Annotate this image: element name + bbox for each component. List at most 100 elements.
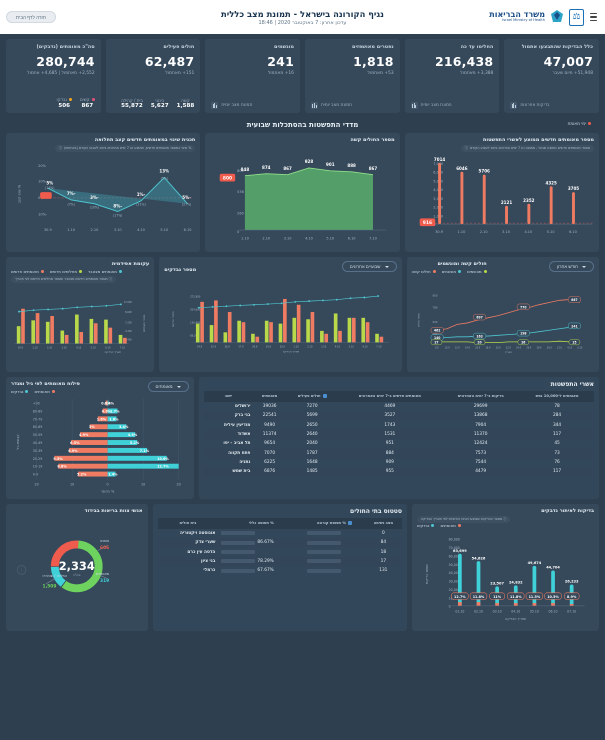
ministry-branding: ⚖ משרד הבריאות Israel Ministry of Health: [489, 8, 599, 26]
svg-text:4.9%: 4.9%: [79, 433, 89, 437]
svg-text:-7%: -7%: [67, 191, 76, 196]
donut-chart-svg: i 2,334 סה"כ אומתו 606 מאומתים 319 החלימ…: [16, 539, 110, 593]
progress-bar: [307, 550, 342, 555]
chart-legend: מאומתים מצטבר מחלימים חדשים מאומתים חדשי…: [11, 269, 149, 274]
kpi-delta: 3,388+ מאתמול: [460, 70, 494, 76]
svg-text:462: 462: [434, 329, 440, 333]
kpi-card-ventilated[interactable]: מונשמים 241 16+ מאתמול תמונת מצב יומית: [205, 39, 300, 113]
svg-text:-3%: -3%: [90, 195, 99, 200]
svg-text:23,507: 23,507: [490, 581, 504, 585]
donut-center-label: סה"כ: [73, 573, 80, 577]
svg-text:867: 867: [369, 166, 378, 171]
svg-text:30.9: 30.9: [18, 347, 24, 350]
svg-text:26,233: 26,233: [565, 580, 579, 584]
svg-text:30.9: 30.9: [44, 228, 52, 232]
table-row: 84 86.67% שערי צדק: [157, 538, 402, 548]
status-dot-icon: [68, 98, 72, 101]
svg-text:17,000: 17,000: [124, 301, 133, 304]
chart-note: מספר מאומתים חדשים ממוצע שבועי - ממוצע נ…: [460, 145, 594, 152]
svg-text:(5%): (5%): [161, 176, 168, 180]
svg-text:848: 848: [241, 167, 250, 172]
progress-bar: [307, 568, 342, 573]
state-emblem-icon: ⚖: [569, 8, 584, 26]
chart-title: מספר החולים קשה: [350, 137, 395, 143]
svg-text:4.10: 4.10: [335, 346, 341, 349]
svg-text:8.8%: 8.8%: [57, 465, 67, 469]
kpi-label: נפטרים מאושפזים: [351, 44, 394, 50]
kpi-footer[interactable]: תמונת מצב יומית: [211, 102, 294, 109]
svg-text:-5%: -5%: [182, 195, 191, 200]
chart-note: ⓘ מספר הבדיקות שבוצעו ואחוז החיוביות לפי…: [416, 516, 511, 523]
svg-text:10: 10: [141, 482, 145, 486]
period-dropdown-tests[interactable]: שבועיים אחרונים: [341, 261, 397, 272]
svg-text:13%: 13%: [159, 169, 169, 174]
table-row: 344 7904 1743 2650 9490 מודיעין עילית: [223, 422, 562, 428]
kpi-card-deaths[interactable]: נפטרים מאושפזים 1,818 53+ מאתמול תמונת מ…: [304, 39, 400, 113]
svg-text:20-29: 20-29: [33, 457, 43, 461]
col-new7d[interactable]: מאומתים חדשים ב-7 ימים האחרונים: [338, 391, 442, 402]
svg-text:874: 874: [262, 165, 271, 170]
hospital-table-body: 0 אוגוסטה ויקטוריה 84 86.67% שערי צדק 18: [157, 529, 402, 576]
col-beds[interactable]: מצב נשימה: [364, 518, 402, 529]
chart-note: % שינוי במספר מאומתים חדשים, ממוצע נע 7 …: [54, 145, 196, 152]
kpi-breakdown-item: קשים 867: [80, 96, 95, 109]
legend-dot-icon: [40, 270, 44, 273]
kpi-footer[interactable]: בדיקות אחרונות: [510, 102, 593, 109]
kpi-card-tests[interactable]: כלל הבדיקות שהתבצעו אתמול 47,007 51,948+…: [504, 39, 599, 113]
col-active[interactable]: חולים פעילים: [285, 391, 339, 402]
col-city[interactable]: ישוב: [203, 391, 254, 402]
svg-text:1.10: 1.10: [32, 347, 38, 350]
svg-text:30.9: 30.9: [546, 346, 551, 349]
spread-indicators-panel: אשרי התפשטות מאומתים ל-10,000 נפש בדיקות…: [198, 377, 599, 499]
svg-text:198: 198: [520, 332, 526, 336]
chart-severe-ventilated: חודש אחרון חולים קשה ומונשמים מונשמים מו…: [406, 257, 599, 372]
chart-legend: מאומתים נבדקים: [417, 523, 594, 528]
chart-age-gender: מאומתים פילוח מאומתים לפי גיל ומגדר מאומ…: [6, 377, 194, 499]
chevron-down-icon: [176, 385, 181, 388]
legend-dot-icon: [457, 523, 461, 527]
svg-text:3.10: 3.10: [502, 230, 510, 234]
svg-text:07.10: 07.10: [567, 609, 576, 613]
col-hospital[interactable]: בית חולים: [157, 518, 219, 529]
col-tests7d[interactable]: בדיקות ב-7 ימים האחרונים: [441, 391, 521, 402]
hamburger-icon[interactable]: [588, 13, 599, 21]
measure-dropdown-age[interactable]: מאומתים: [147, 381, 189, 392]
progress-bar: [307, 540, 342, 545]
svg-text:204,600: 204,600: [190, 308, 201, 312]
svg-text:7,200: 7,200: [125, 321, 132, 324]
svg-text:% שינוי קצב: % שינוי קצב: [18, 184, 22, 203]
breakdown-value: 5,627: [150, 103, 169, 109]
bar-chart-icon: [211, 102, 219, 109]
col-general-occupancy[interactable]: % תפוסה כללי: [218, 518, 305, 529]
svg-text:24.9: 24.9: [197, 346, 203, 349]
chart-staff-isolation-donut: אנשי צוות בריאות בבידוד i 2,334 סה"כ אומ…: [6, 504, 148, 631]
svg-text:30-39: 30-39: [33, 449, 43, 453]
kpi-card-active[interactable]: חולים פעילים 62,487 151+ מאתמול קשה 1,58…: [105, 39, 201, 113]
svg-text:24.9: 24.9: [516, 346, 521, 349]
col-confirmed[interactable]: מאומתים: [253, 391, 286, 402]
svg-text:770: 770: [520, 305, 526, 309]
svg-text:06.10: 06.10: [548, 609, 557, 613]
kpi-delta: 151+ מאתמול: [165, 70, 195, 76]
kpi-card-recovered[interactable]: החלימו עד כה 216,438 3,388+ מאתמול תמונת…: [404, 39, 500, 113]
svg-text:50,000: 50,000: [449, 563, 460, 567]
svg-text:2121: 2121: [501, 200, 512, 205]
kpi-card-total-confirmed[interactable]: סה"כ מאומתים (נדבקים) 280,744 2,552+ מאת…: [5, 39, 101, 113]
col-corona-occupancy[interactable]: % תפוסת קורונה: [304, 518, 365, 529]
grouped-bar-chart-svg: 272,800 204,600 136,400 68,200 מספר נבדקים: [172, 294, 390, 354]
svg-text:140: 140: [434, 336, 440, 340]
svg-text:30,000: 30,000: [449, 580, 460, 584]
kpi-footer[interactable]: תמונת מצב יומית: [310, 102, 394, 109]
svg-text:20: 20: [477, 341, 481, 345]
table-age-row: אשרי התפשטות מאומתים ל-10,000 נפש בדיקות…: [6, 377, 599, 499]
kpi-breakdown-item: בינוני 5,627: [151, 98, 169, 109]
period-dropdown-severe[interactable]: חודש אחרון: [548, 261, 594, 272]
kpi-value: 62,487: [144, 53, 195, 69]
svg-text:(21%): (21%): [136, 203, 145, 207]
col-per10k[interactable]: מאומתים ל-10,000 נפש: [520, 391, 594, 402]
home-button[interactable]: חזרה לדף הבית: [6, 11, 56, 23]
breakdown-label: קשה: [181, 98, 190, 103]
kpi-footer[interactable]: תמונת מצב יומית: [410, 102, 494, 109]
svg-text:40-49: 40-49: [33, 441, 43, 445]
svg-text:6.10: 6.10: [569, 230, 577, 234]
